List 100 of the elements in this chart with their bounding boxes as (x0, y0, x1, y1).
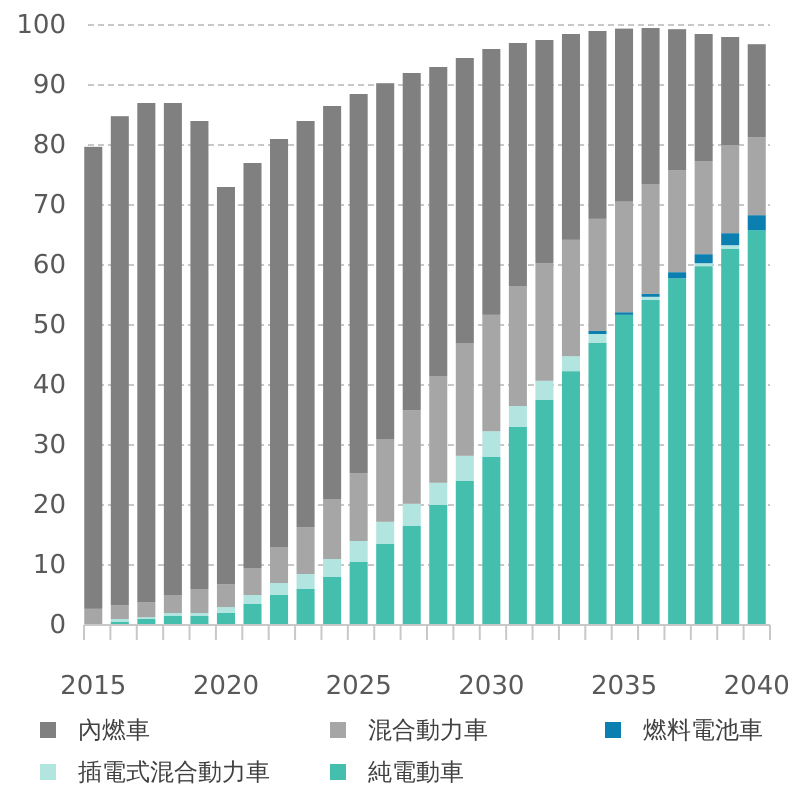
bar (429, 505, 448, 625)
bar (429, 482, 448, 505)
bar (164, 595, 182, 613)
bar (402, 410, 421, 504)
legend-label: 內燃車 (78, 716, 150, 744)
bar (84, 608, 102, 625)
bar (296, 589, 315, 625)
bar (588, 31, 607, 219)
bar (376, 522, 394, 544)
bar (642, 28, 660, 184)
bar (748, 230, 766, 625)
bar (588, 331, 607, 334)
bar (376, 544, 394, 625)
bar (296, 121, 315, 528)
bar (642, 300, 660, 625)
bar (216, 584, 235, 607)
bar (694, 161, 713, 254)
bar (694, 254, 713, 264)
bar (642, 184, 660, 294)
bar (137, 602, 156, 618)
bar (164, 103, 182, 595)
bar (296, 527, 315, 574)
bar (456, 481, 474, 625)
bar (508, 406, 527, 427)
bar (562, 356, 580, 372)
y-tick-label: 50 (32, 310, 66, 340)
bar (110, 619, 129, 622)
bar (164, 613, 182, 616)
bar (588, 218, 607, 331)
bar (721, 245, 740, 249)
bar (562, 371, 580, 625)
legend-label: 混合動力車 (368, 716, 488, 744)
bar (216, 607, 235, 613)
bar (482, 314, 500, 432)
y-tick-label: 70 (32, 190, 66, 220)
bar (323, 577, 342, 625)
bar (562, 34, 580, 240)
bar (748, 137, 766, 216)
y-tick-label: 100 (16, 10, 66, 40)
bar (323, 106, 342, 499)
bar (721, 145, 740, 234)
bar (216, 613, 235, 625)
bar (615, 314, 634, 625)
bar (482, 431, 500, 457)
x-tick-label: 2015 (60, 671, 126, 701)
bar (535, 400, 554, 625)
y-tick-label: 0 (49, 610, 66, 640)
y-tick-label: 80 (32, 130, 66, 160)
bar (482, 457, 500, 625)
x-tick-label: 2025 (326, 671, 392, 701)
bar (508, 43, 527, 286)
bar (429, 376, 448, 483)
bar (350, 473, 368, 541)
bar (456, 456, 474, 481)
legend-label: 插電式混合動力車 (78, 758, 270, 786)
bar (190, 589, 208, 613)
bar (482, 49, 500, 315)
bar (84, 146, 102, 609)
legend-label: 純電動車 (368, 758, 464, 786)
bar (323, 499, 342, 559)
y-tick-label: 20 (32, 490, 66, 520)
bar (535, 40, 554, 264)
bar (508, 427, 527, 625)
bar (615, 28, 634, 202)
bar (588, 334, 607, 343)
bar (429, 67, 448, 376)
y-tick-label: 90 (32, 70, 66, 100)
bar (216, 187, 235, 584)
bar (642, 296, 660, 300)
bar (270, 139, 288, 547)
bar (748, 44, 766, 138)
bar (668, 29, 686, 170)
bar (376, 83, 394, 439)
bar (615, 312, 634, 315)
bar (694, 34, 713, 162)
bar (615, 201, 634, 312)
bar (350, 541, 368, 562)
y-tick-label: 30 (32, 430, 66, 460)
bar (721, 248, 740, 625)
bar (137, 103, 156, 602)
bar (350, 94, 368, 474)
bar (668, 170, 686, 272)
bar (456, 343, 474, 456)
bar (508, 286, 527, 406)
bar (535, 263, 554, 381)
bar (110, 605, 129, 619)
x-tick-label: 2035 (590, 671, 658, 701)
bar (721, 233, 740, 246)
bar (270, 583, 288, 595)
bar (562, 240, 580, 356)
y-tick-label: 60 (32, 250, 66, 280)
bar (402, 504, 421, 526)
bar (456, 58, 474, 343)
bar (668, 278, 686, 625)
bar (190, 613, 208, 616)
bar (270, 595, 288, 625)
bar (243, 568, 262, 595)
bar (243, 163, 262, 568)
bar (376, 439, 394, 522)
bar (243, 604, 262, 625)
